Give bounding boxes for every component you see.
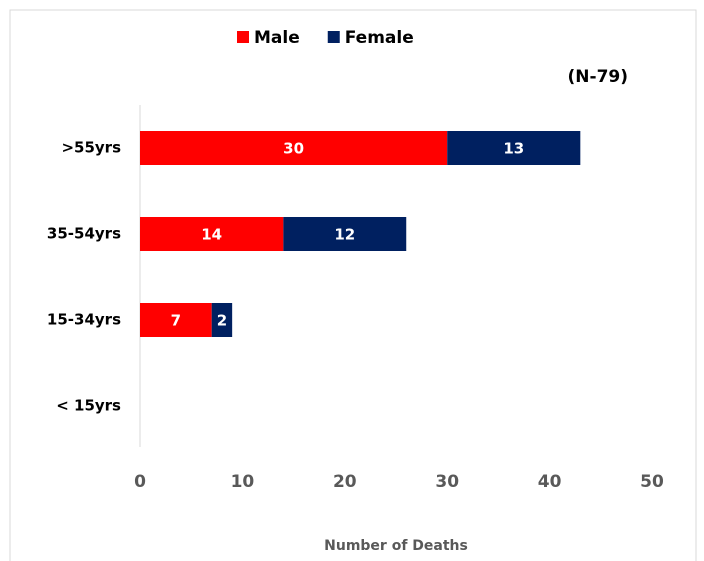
- x-tick-label: 30: [435, 472, 459, 492]
- bar-segment: [140, 303, 212, 337]
- y-tick-label: 35-54yrs: [47, 225, 121, 243]
- data-label: 7: [171, 312, 181, 330]
- bar-segment: [140, 131, 448, 165]
- x-axis-title: Number of Deaths: [324, 538, 468, 554]
- legend-swatch: [327, 31, 340, 43]
- data-label: 30: [283, 140, 304, 158]
- data-label: 13: [503, 140, 524, 158]
- data-label: 2: [217, 312, 227, 330]
- x-tick-label: 20: [333, 472, 357, 492]
- bar-segment: [211, 303, 233, 337]
- bar-segment: [447, 131, 581, 165]
- data-label: 14: [201, 226, 222, 244]
- legend-label: Male: [254, 28, 300, 48]
- x-tick-label: 40: [538, 472, 562, 492]
- legend-label: Female: [345, 28, 414, 48]
- y-tick-label: 15-34yrs: [47, 311, 121, 329]
- bar-segment: [283, 217, 407, 251]
- annotation: (N-79): [568, 67, 628, 87]
- x-tick-label: 0: [134, 472, 146, 492]
- x-tick-label: 50: [640, 472, 664, 492]
- chart-border: [9, 9, 697, 561]
- y-tick-label: >55yrs: [61, 139, 121, 157]
- data-label: 12: [334, 226, 355, 244]
- y-tick-label: < 15yrs: [56, 397, 121, 415]
- x-tick-label: 10: [231, 472, 255, 492]
- legend-swatch: [237, 31, 249, 43]
- bar-segment: [140, 217, 284, 251]
